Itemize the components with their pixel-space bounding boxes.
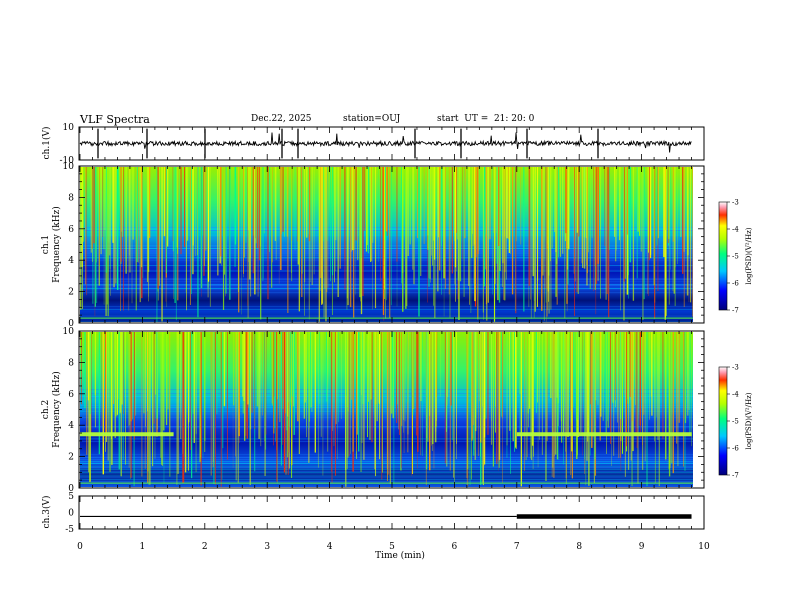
ch2-freq-tick-label: 10	[63, 327, 75, 337]
ch2-freq-tick-label: 0	[68, 484, 74, 494]
ch2-colorbar-tick-label: -4	[732, 391, 739, 399]
ch1-freq-tick-label: 8	[68, 193, 74, 203]
ch1-colorbar	[718, 201, 728, 311]
ch3-ylabel: ch.3(V)	[41, 496, 52, 529]
time-tick-label: 7	[514, 542, 520, 552]
time-tick-label: 4	[327, 542, 333, 552]
ch1-waveform-panel	[78, 126, 705, 161]
ch2-colorbar	[718, 366, 728, 476]
ch2-freq-tick-label: 8	[68, 358, 74, 368]
ch1-colorbar-label: log(PSD)(V²/Hz)	[745, 227, 753, 284]
ch1-waveform-trace	[79, 132, 692, 153]
ch2-spectrogram-harmonics	[80, 389, 693, 482]
ch2-freq-tick-label: 6	[68, 390, 74, 400]
time-tick-label: 0	[77, 542, 83, 552]
ch3-ytick-label: -5	[65, 525, 74, 535]
ch1-colorbar-tick-label: -3	[732, 199, 739, 207]
ch2-spectrogram-panel	[78, 330, 705, 489]
ch1-spectrogram-panel	[78, 165, 705, 324]
ch2-frequency-label: Frequency (kHz)	[51, 371, 62, 448]
time-axis-label: Time (min)	[375, 550, 425, 561]
ch2-channel-label: ch.2	[41, 400, 51, 419]
ch1-channel-label: ch.1	[41, 235, 51, 254]
time-tick-label: 8	[576, 542, 582, 552]
ch2-freq-tick-label: 4	[68, 421, 74, 431]
ch1-spectrogram-sferics	[80, 167, 693, 322]
station-label: station=OUJ	[343, 114, 401, 124]
time-tick-label: 9	[639, 542, 645, 552]
time-tick-label: 6	[452, 542, 458, 552]
ch2-spectrogram-sferics	[81, 332, 693, 487]
ch1-freq-tick-label: 2	[68, 288, 74, 298]
start-time-label: start UT = 21: 20: 0	[437, 114, 535, 124]
ch3-ytick-label: 5	[68, 492, 74, 502]
time-tick-label: 1	[140, 542, 146, 552]
time-tick-label: 10	[698, 542, 710, 552]
ch2-colorbar-tick-label: -6	[732, 445, 739, 453]
ch1-ytick-label: -10	[60, 156, 75, 166]
ch2-freq-tick-label: 2	[68, 453, 74, 463]
ch1-ytick-label: 10	[63, 123, 75, 133]
ch1-colorbar-tick-label: -7	[732, 307, 739, 315]
figure-title: VLF Spectra	[80, 113, 150, 126]
time-tick-label: 3	[264, 542, 270, 552]
ch1-frequency-label: Frequency (kHz)	[51, 206, 62, 283]
ch3-ytick-label: 0	[68, 509, 74, 519]
ch2-colorbar-tick-label: -3	[732, 364, 739, 372]
ch1-colorbar-tick-label: -4	[732, 226, 739, 234]
ch2-colorbar-label: log(PSD)(V²/Hz)	[745, 392, 753, 449]
ch1-freq-tick-label: 6	[68, 225, 74, 235]
date-label: Dec.22, 2025	[251, 114, 312, 124]
ch2-colorbar-tick-label: -7	[732, 472, 739, 480]
ch1-colorbar-tick-label: -5	[732, 253, 739, 261]
ch1-ylabel: ch.1(V)	[41, 127, 52, 160]
time-tick-label: 2	[202, 542, 208, 552]
ch1-spectrogram-harmonics	[80, 227, 693, 322]
ch2-colorbar-tick-label: -5	[732, 418, 739, 426]
time-tick-label: 5	[389, 542, 395, 552]
ch1-freq-tick-label: 0	[68, 319, 74, 329]
ch1-freq-tick-label: 10	[63, 162, 75, 172]
ch1-freq-tick-label: 4	[68, 256, 74, 266]
ch3-signal-panel	[78, 495, 705, 530]
ch1-colorbar-tick-label: -6	[732, 280, 739, 288]
